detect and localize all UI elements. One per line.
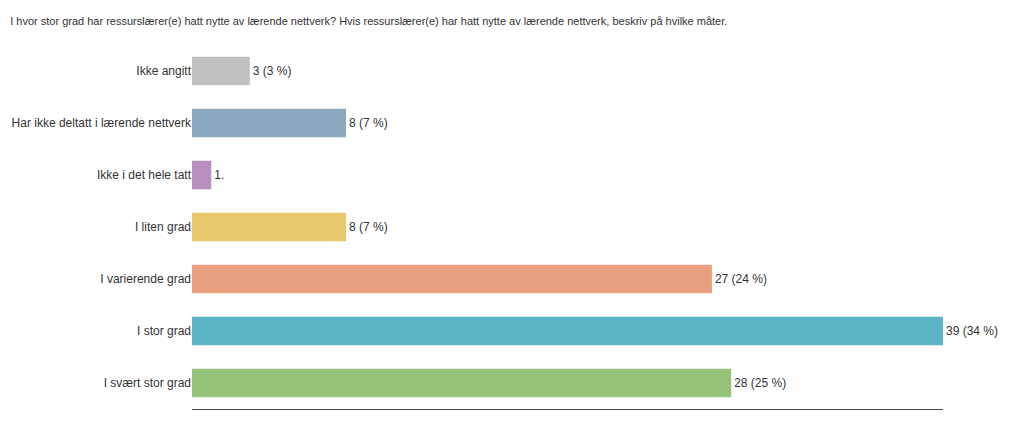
svg-text:Ikke i det hele tatt: Ikke i det hele tatt <box>97 168 192 182</box>
svg-text:28 (25 %): 28 (25 %) <box>734 376 786 390</box>
svg-text:Har ikke deltatt i lærende net: Har ikke deltatt i lærende nettverk <box>12 116 192 130</box>
svg-text:I liten grad: I liten grad <box>135 220 191 234</box>
svg-text:I svært stor grad: I svært stor grad <box>104 376 191 390</box>
svg-text:8 (7 %): 8 (7 %) <box>349 220 388 234</box>
svg-text:8 (7 %): 8 (7 %) <box>349 116 388 130</box>
svg-text:I hvor stor grad har ressurslæ: I hvor stor grad har ressurslærer(e) hat… <box>10 15 727 27</box>
svg-text:39 (34 %): 39 (34 %) <box>946 324 998 338</box>
svg-text:I stor grad: I stor grad <box>137 324 191 338</box>
svg-text:27 (24 %): 27 (24 %) <box>715 272 767 286</box>
svg-text:I varierende grad: I varierende grad <box>100 272 191 286</box>
svg-text:Ikke angitt: Ikke angitt <box>136 64 191 78</box>
svg-text:3 (3 %): 3 (3 %) <box>253 64 292 78</box>
svg-text:1.: 1. <box>214 168 224 182</box>
